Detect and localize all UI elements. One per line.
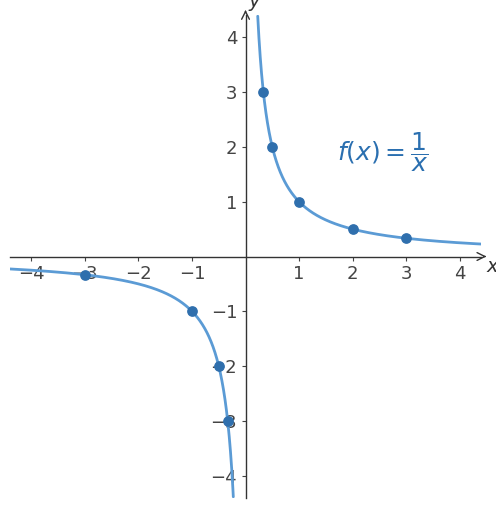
Text: $f(x) = \dfrac{1}{x}$: $f(x) = \dfrac{1}{x}$: [337, 130, 429, 174]
Point: [81, 271, 89, 279]
Point: [268, 143, 276, 151]
Point: [259, 88, 267, 96]
Text: $x$: $x$: [486, 257, 496, 276]
Point: [349, 225, 357, 233]
Point: [295, 198, 303, 206]
Point: [402, 234, 410, 242]
Point: [224, 417, 232, 425]
Text: $y$: $y$: [248, 0, 262, 13]
Point: [215, 362, 223, 370]
Point: [188, 307, 196, 315]
